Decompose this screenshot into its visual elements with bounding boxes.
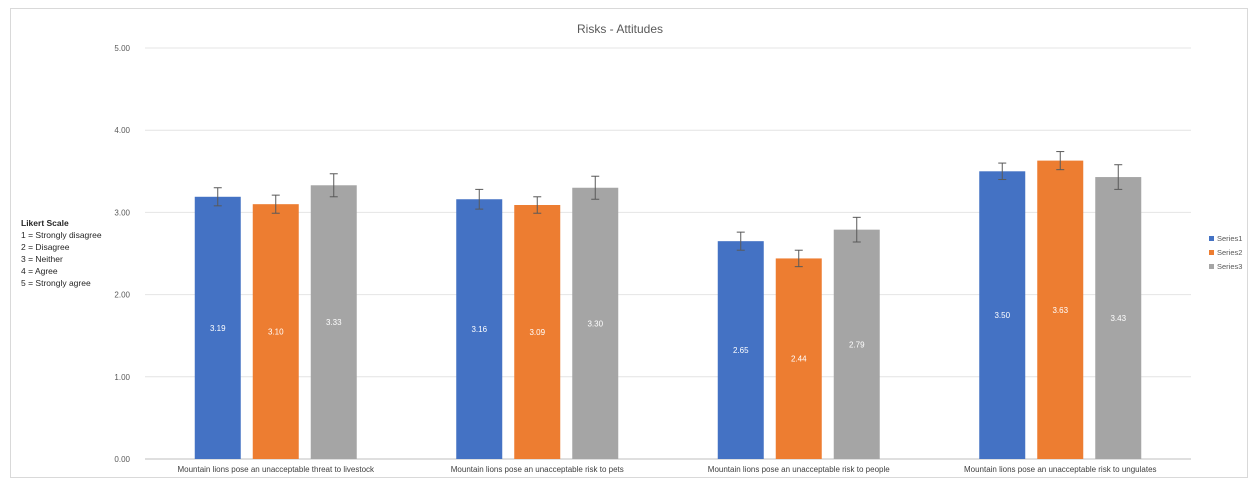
category-label: Mountain lions pose an unacceptable risk… — [964, 465, 1157, 474]
y-tick-label: 4.00 — [114, 126, 130, 135]
bar-series2 — [1037, 160, 1084, 459]
likert-scale-heading: Likert Scale — [21, 218, 69, 228]
bar-series1 — [717, 241, 764, 459]
bar-series2 — [252, 204, 299, 459]
bar-series1 — [456, 199, 503, 460]
gridlines — [145, 47, 1191, 460]
data-label: 2.44 — [791, 355, 807, 364]
likert-scale-line: 1 = Strongly disagree — [21, 230, 102, 240]
y-tick-label: 5.00 — [114, 44, 130, 53]
error-bars — [213, 151, 1123, 268]
category-label: Mountain lions pose an unacceptable risk… — [451, 465, 624, 474]
likert-scale-line: 2 = Disagree — [21, 242, 70, 252]
chart-frame: Risks - Attitudes 0.00 1.00 2.00 3.00 4.00 5.… — [10, 8, 1248, 478]
legend-swatch — [1209, 250, 1214, 255]
y-tick-label: 3.00 — [114, 208, 130, 217]
bars — [194, 160, 1142, 460]
bar-series3 — [310, 185, 357, 460]
bar-series2 — [775, 258, 822, 459]
data-label: 3.63 — [1052, 306, 1068, 315]
likert-scale-line: 5 = Strongly agree — [21, 278, 91, 288]
data-labels: 3.19 3.10 3.33 3.16 3.09 3.30 2.65 2.44 2.79 3.50… — [210, 306, 1127, 364]
likert-scale-line: 3 = Neither — [21, 254, 63, 264]
likert-scale-line: 4 = Agree — [21, 266, 58, 276]
bar-series1 — [979, 171, 1026, 460]
bar-series3 — [833, 229, 880, 459]
y-axis-tick-labels: 0.00 1.00 2.00 3.00 4.00 5.00 — [114, 44, 130, 464]
legend-label: Series3 — [1217, 262, 1242, 271]
data-label: 3.33 — [326, 318, 342, 327]
data-label: 3.50 — [994, 311, 1010, 320]
data-label: 3.10 — [268, 328, 284, 337]
legend-swatch — [1209, 236, 1214, 241]
chart-title: Risks - Attitudes — [577, 22, 663, 36]
data-label: 2.65 — [733, 346, 749, 355]
legend-label: Series1 — [1217, 234, 1242, 243]
data-label: 3.09 — [529, 328, 545, 337]
bar-series3 — [1095, 177, 1142, 459]
category-label: Mountain lions pose an unacceptable thre… — [177, 465, 375, 474]
legend-swatch — [1209, 264, 1214, 269]
data-label: 3.16 — [471, 325, 487, 334]
x-axis-category-labels: Mountain lions pose an unacceptable thre… — [177, 465, 1156, 474]
data-label: 3.43 — [1110, 314, 1126, 323]
data-label: 3.30 — [587, 319, 603, 328]
legend: Series1 Series2 Series3 — [1209, 234, 1242, 271]
legend-label: Series2 — [1217, 248, 1242, 257]
bar-chart: Risks - Attitudes 0.00 1.00 2.00 3.00 4.00 5.… — [21, 22, 1242, 474]
bar-series1 — [194, 196, 241, 460]
data-label: 3.19 — [210, 324, 226, 333]
bar-series3 — [572, 187, 619, 460]
category-label: Mountain lions pose an unacceptable risk… — [708, 465, 890, 474]
bar-series2 — [514, 205, 561, 459]
likert-scale-note: Likert Scale 1 = Strongly disagree 2 = D… — [21, 218, 102, 288]
y-tick-label: 1.00 — [114, 373, 130, 382]
y-tick-label: 2.00 — [114, 291, 130, 300]
data-label: 2.79 — [849, 340, 865, 349]
y-tick-label: 0.00 — [114, 455, 130, 464]
